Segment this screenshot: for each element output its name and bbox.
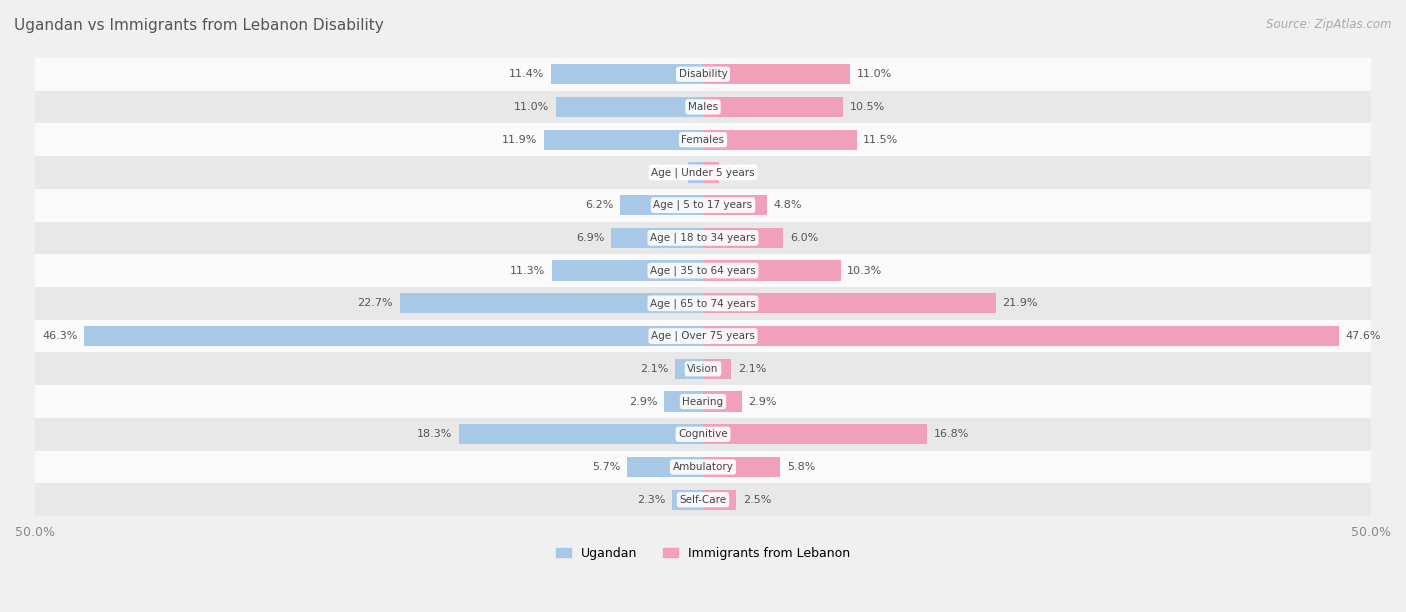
- Text: 47.6%: 47.6%: [1346, 331, 1381, 341]
- Text: 10.5%: 10.5%: [851, 102, 886, 112]
- Text: 18.3%: 18.3%: [416, 429, 451, 439]
- Text: Disability: Disability: [679, 69, 727, 79]
- Text: Females: Females: [682, 135, 724, 144]
- Bar: [703, 228, 783, 248]
- Text: Age | 5 to 17 years: Age | 5 to 17 years: [654, 200, 752, 211]
- Bar: [703, 261, 841, 281]
- Text: Age | Over 75 years: Age | Over 75 years: [651, 331, 755, 341]
- Text: Self-Care: Self-Care: [679, 494, 727, 505]
- Text: 5.8%: 5.8%: [787, 462, 815, 472]
- Text: Males: Males: [688, 102, 718, 112]
- Text: 21.9%: 21.9%: [1002, 298, 1038, 308]
- Text: Ugandan vs Immigrants from Lebanon Disability: Ugandan vs Immigrants from Lebanon Disab…: [14, 18, 384, 34]
- Bar: [672, 490, 703, 510]
- Text: 1.1%: 1.1%: [654, 168, 682, 177]
- Text: 11.9%: 11.9%: [502, 135, 537, 144]
- Bar: [35, 91, 1371, 123]
- Bar: [703, 457, 780, 477]
- Bar: [664, 392, 703, 412]
- Bar: [35, 353, 1371, 385]
- Text: 2.1%: 2.1%: [640, 364, 668, 374]
- Bar: [689, 162, 703, 182]
- Text: 22.7%: 22.7%: [357, 298, 394, 308]
- Text: Age | 65 to 74 years: Age | 65 to 74 years: [650, 298, 756, 308]
- Bar: [35, 222, 1371, 254]
- Bar: [627, 457, 703, 477]
- Text: Age | 35 to 64 years: Age | 35 to 64 years: [650, 266, 756, 276]
- Bar: [703, 326, 1339, 346]
- Text: Vision: Vision: [688, 364, 718, 374]
- Bar: [551, 64, 703, 84]
- Text: 11.5%: 11.5%: [863, 135, 898, 144]
- Text: Hearing: Hearing: [682, 397, 724, 406]
- Text: 11.3%: 11.3%: [510, 266, 546, 275]
- Text: 2.5%: 2.5%: [744, 494, 772, 505]
- Text: 46.3%: 46.3%: [42, 331, 77, 341]
- Text: 2.3%: 2.3%: [637, 494, 665, 505]
- Bar: [84, 326, 703, 346]
- Bar: [703, 359, 731, 379]
- Text: 16.8%: 16.8%: [934, 429, 970, 439]
- Bar: [35, 254, 1371, 287]
- Text: 6.0%: 6.0%: [790, 233, 818, 243]
- Bar: [35, 483, 1371, 516]
- Bar: [703, 64, 851, 84]
- Bar: [35, 385, 1371, 418]
- Bar: [35, 287, 1371, 319]
- Bar: [35, 156, 1371, 188]
- Bar: [703, 162, 718, 182]
- Bar: [703, 490, 737, 510]
- Bar: [703, 293, 995, 313]
- Bar: [35, 418, 1371, 450]
- Bar: [553, 261, 703, 281]
- Text: 6.2%: 6.2%: [585, 200, 613, 210]
- Bar: [35, 319, 1371, 353]
- Bar: [703, 130, 856, 150]
- Bar: [35, 58, 1371, 91]
- Text: Source: ZipAtlas.com: Source: ZipAtlas.com: [1267, 18, 1392, 31]
- Bar: [555, 97, 703, 117]
- Bar: [35, 188, 1371, 222]
- Text: 10.3%: 10.3%: [848, 266, 883, 275]
- Text: 2.1%: 2.1%: [738, 364, 766, 374]
- Text: 2.9%: 2.9%: [628, 397, 658, 406]
- Text: 2.9%: 2.9%: [748, 397, 778, 406]
- Bar: [703, 97, 844, 117]
- Text: 11.4%: 11.4%: [509, 69, 544, 79]
- Text: 5.7%: 5.7%: [592, 462, 620, 472]
- Text: 11.0%: 11.0%: [856, 69, 891, 79]
- Legend: Ugandan, Immigrants from Lebanon: Ugandan, Immigrants from Lebanon: [551, 542, 855, 565]
- Bar: [544, 130, 703, 150]
- Bar: [620, 195, 703, 215]
- Text: 11.0%: 11.0%: [515, 102, 550, 112]
- Bar: [399, 293, 703, 313]
- Text: Age | 18 to 34 years: Age | 18 to 34 years: [650, 233, 756, 243]
- Text: 4.8%: 4.8%: [773, 200, 803, 210]
- Bar: [35, 123, 1371, 156]
- Bar: [675, 359, 703, 379]
- Bar: [703, 424, 928, 444]
- Text: 6.9%: 6.9%: [576, 233, 605, 243]
- Text: Ambulatory: Ambulatory: [672, 462, 734, 472]
- Bar: [703, 392, 742, 412]
- Text: Age | Under 5 years: Age | Under 5 years: [651, 167, 755, 177]
- Text: 1.2%: 1.2%: [725, 168, 754, 177]
- Bar: [35, 450, 1371, 483]
- Text: Cognitive: Cognitive: [678, 429, 728, 439]
- Bar: [703, 195, 768, 215]
- Bar: [610, 228, 703, 248]
- Bar: [458, 424, 703, 444]
